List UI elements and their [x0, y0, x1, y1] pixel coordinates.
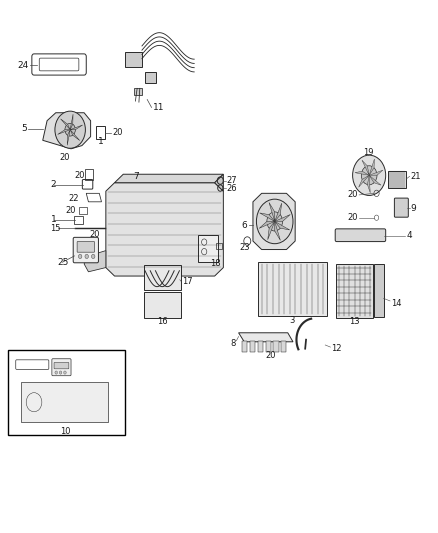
FancyBboxPatch shape: [198, 235, 218, 262]
FancyBboxPatch shape: [134, 88, 142, 95]
FancyBboxPatch shape: [145, 72, 156, 83]
FancyBboxPatch shape: [144, 292, 181, 318]
FancyBboxPatch shape: [144, 265, 181, 290]
Polygon shape: [84, 251, 106, 272]
Text: 19: 19: [363, 148, 373, 157]
Text: 16: 16: [157, 317, 168, 326]
Polygon shape: [239, 333, 293, 342]
Text: 27: 27: [227, 176, 237, 185]
Text: 20: 20: [66, 206, 76, 215]
Text: 22: 22: [68, 194, 79, 203]
Circle shape: [59, 371, 62, 374]
FancyBboxPatch shape: [374, 264, 384, 317]
Circle shape: [64, 371, 66, 374]
Polygon shape: [70, 125, 83, 130]
Circle shape: [65, 123, 75, 136]
Polygon shape: [275, 214, 290, 221]
Polygon shape: [58, 130, 70, 134]
FancyBboxPatch shape: [242, 341, 247, 352]
FancyBboxPatch shape: [258, 341, 263, 352]
Text: 18: 18: [210, 260, 221, 268]
FancyBboxPatch shape: [21, 382, 108, 422]
Circle shape: [256, 199, 293, 244]
Polygon shape: [355, 171, 369, 175]
Text: 20: 20: [59, 154, 70, 163]
Polygon shape: [367, 175, 370, 193]
Polygon shape: [115, 174, 223, 183]
FancyBboxPatch shape: [335, 229, 386, 241]
Polygon shape: [275, 203, 282, 221]
Polygon shape: [259, 221, 275, 228]
FancyBboxPatch shape: [281, 341, 286, 352]
Polygon shape: [70, 114, 73, 130]
Circle shape: [353, 155, 386, 196]
Text: 4: 4: [406, 231, 412, 240]
FancyBboxPatch shape: [394, 198, 408, 217]
Circle shape: [78, 254, 82, 259]
Polygon shape: [70, 130, 80, 141]
Polygon shape: [369, 159, 374, 175]
Circle shape: [55, 371, 57, 374]
Text: 24: 24: [17, 61, 28, 69]
Polygon shape: [268, 221, 275, 240]
Polygon shape: [275, 221, 290, 230]
Text: 12: 12: [331, 344, 342, 353]
Text: 20: 20: [348, 190, 358, 199]
Text: 1: 1: [98, 138, 103, 147]
Polygon shape: [215, 174, 223, 191]
Polygon shape: [359, 175, 369, 187]
Polygon shape: [43, 113, 91, 149]
Text: 9: 9: [410, 204, 416, 213]
Polygon shape: [260, 213, 275, 221]
Text: 17: 17: [182, 277, 193, 286]
Text: 20: 20: [348, 213, 358, 222]
Polygon shape: [388, 171, 406, 188]
Polygon shape: [67, 130, 70, 145]
Text: 1: 1: [50, 215, 57, 224]
Text: 6: 6: [241, 221, 247, 230]
Circle shape: [55, 111, 85, 148]
Text: 20: 20: [90, 230, 100, 239]
FancyBboxPatch shape: [273, 341, 279, 352]
Text: 25: 25: [57, 258, 68, 266]
Text: 20: 20: [74, 171, 85, 180]
Circle shape: [361, 166, 377, 185]
FancyBboxPatch shape: [54, 362, 69, 369]
FancyBboxPatch shape: [336, 264, 373, 318]
FancyBboxPatch shape: [52, 359, 71, 376]
Polygon shape: [60, 119, 70, 130]
FancyBboxPatch shape: [125, 52, 142, 67]
Text: 3: 3: [290, 316, 295, 325]
Circle shape: [92, 254, 95, 259]
Polygon shape: [269, 203, 275, 221]
Text: 13: 13: [349, 317, 359, 326]
FancyBboxPatch shape: [77, 241, 95, 252]
FancyBboxPatch shape: [250, 341, 255, 352]
Text: 5: 5: [21, 124, 27, 133]
FancyBboxPatch shape: [73, 237, 99, 263]
Text: 15: 15: [50, 224, 61, 233]
Text: 8: 8: [230, 339, 236, 348]
Text: 21: 21: [410, 172, 421, 181]
FancyBboxPatch shape: [265, 341, 271, 352]
Text: 10: 10: [60, 427, 71, 437]
Polygon shape: [369, 170, 383, 175]
Text: 20: 20: [113, 128, 123, 138]
Polygon shape: [253, 193, 295, 249]
Polygon shape: [369, 175, 381, 185]
Text: 20: 20: [265, 351, 276, 360]
Text: 14: 14: [391, 299, 401, 308]
Circle shape: [85, 254, 88, 259]
Polygon shape: [106, 183, 223, 276]
Text: 23: 23: [239, 244, 250, 253]
Polygon shape: [275, 221, 280, 240]
Circle shape: [267, 212, 283, 231]
FancyBboxPatch shape: [258, 262, 327, 317]
Text: 7: 7: [134, 172, 139, 181]
Text: 2: 2: [50, 180, 56, 189]
Text: 26: 26: [227, 183, 237, 192]
Polygon shape: [362, 160, 369, 175]
Text: 11: 11: [153, 103, 164, 112]
